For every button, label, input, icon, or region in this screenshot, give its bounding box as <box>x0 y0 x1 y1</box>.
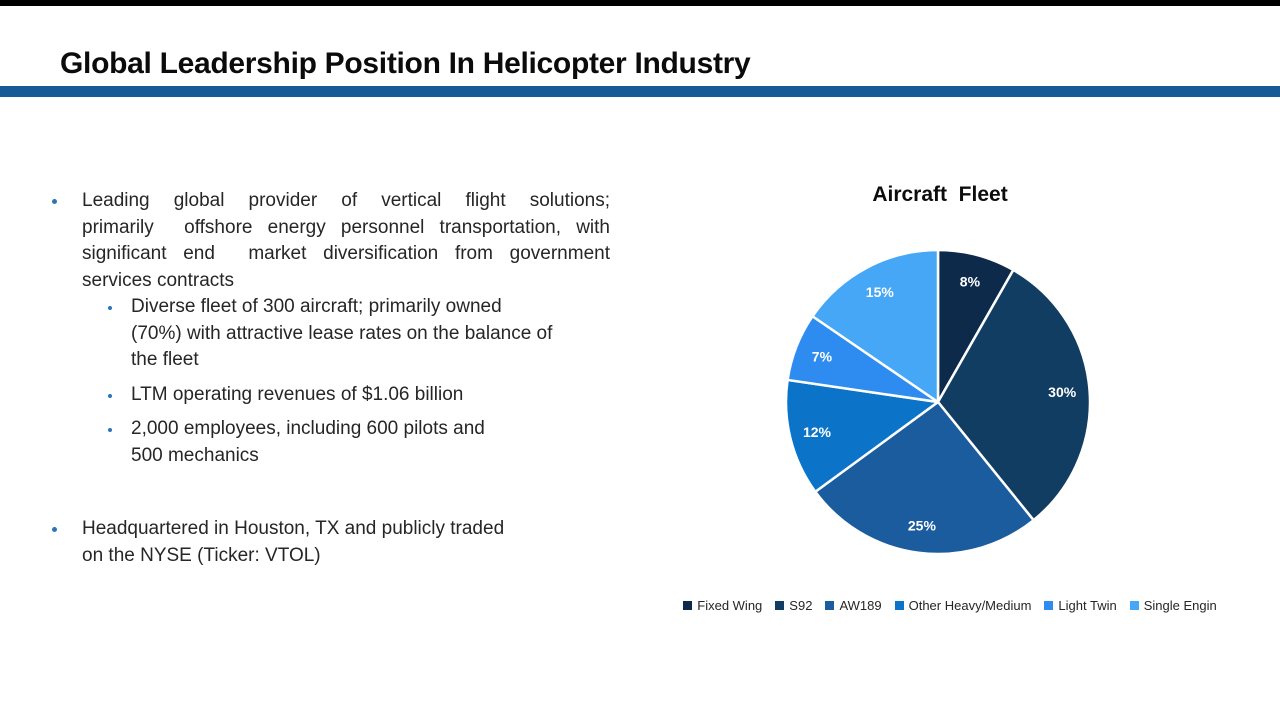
legend-swatch-icon <box>1044 600 1054 610</box>
bullet-list: Leading global provider of vertical flig… <box>45 188 610 569</box>
legend-label: AW189 <box>839 597 882 613</box>
bullet-item: Leading global provider of vertical flig… <box>45 188 610 294</box>
legend-label: Fixed Wing <box>697 597 763 613</box>
pie-slice-other-heavy-medium <box>784 378 940 493</box>
bullet-dot-icon <box>102 382 131 409</box>
legend-item-s92: S92 <box>775 598 812 613</box>
bullet-item: LTM operating revenues of $1.06 billion <box>102 382 610 409</box>
bullet-text: Headquartered in Houston, TX and publicl… <box>82 518 505 566</box>
slide-title: Global Leadership Position In Helicopter… <box>60 47 751 81</box>
pie-slice-aw189 <box>814 400 1035 556</box>
bullet-item: Headquartered in Houston, TX and publicl… <box>45 516 610 569</box>
top-black-bar <box>0 0 1280 6</box>
pie-slice-s92 <box>936 268 1092 522</box>
pie-label-single-engin: 15% <box>866 284 895 300</box>
legend-swatch-icon <box>1129 600 1139 610</box>
bullet-dot-icon <box>102 416 131 443</box>
bullet-text: LTM operating revenues of $1.06 billion <box>131 383 464 405</box>
legend-label: S92 <box>789 597 813 613</box>
chart-legend: Fixed Wing S92 AW189 Other Heavy/Medium Ligh… <box>620 594 1280 616</box>
legend-item-other-heavy-medium: Other Heavy/Medium <box>894 597 1032 613</box>
aircraft-fleet-pie-chart: 8% 30% 25% 12% 7% 15% <box>784 248 1092 556</box>
bullet-dot-icon <box>45 516 82 543</box>
pie-label-aw189: 25% <box>908 518 937 534</box>
bullet-text: 2,000 employees, including 600 pilots an… <box>131 418 485 466</box>
bullet-text: Leading global provider of vertical flig… <box>82 190 610 291</box>
legend-label: Single Engin <box>1143 597 1217 613</box>
pie-label-light-twin: 7% <box>812 349 833 365</box>
pie-label-other-heavy-medium: 12% <box>803 424 832 440</box>
legend-item-fixed-wing: Fixed Wing <box>683 598 762 613</box>
legend-swatch-icon <box>683 600 693 610</box>
legend-item-light-twin: Light Twin <box>1044 597 1117 613</box>
bullet-text: Diverse fleet of 300 aircraft; primarily… <box>131 296 553 370</box>
accent-divider-bar <box>0 86 1280 97</box>
legend-label: Other Heavy/Medium <box>908 597 1032 613</box>
pie-label-s92: 30% <box>1048 384 1077 400</box>
bullet-item: Diverse fleet of 300 aircraft; primarily… <box>102 294 610 374</box>
legend-swatch-icon <box>894 600 904 610</box>
legend-label: Light Twin <box>1058 597 1117 613</box>
bullet-item: 2,000 employees, including 600 pilots an… <box>102 416 610 469</box>
bullet-dot-icon <box>45 188 82 215</box>
chart-title: Aircraft Fleet <box>872 183 1008 206</box>
legend-swatch-icon <box>825 600 835 610</box>
bullet-dot-icon <box>102 294 131 321</box>
legend-swatch-icon <box>775 600 785 610</box>
legend-item-aw189: AW189 <box>825 597 882 613</box>
legend-item-single-engin: Single Engin <box>1129 597 1217 613</box>
pie-label-fixed-wing: 8% <box>960 274 981 290</box>
pie-slice-single-engin <box>811 248 940 404</box>
